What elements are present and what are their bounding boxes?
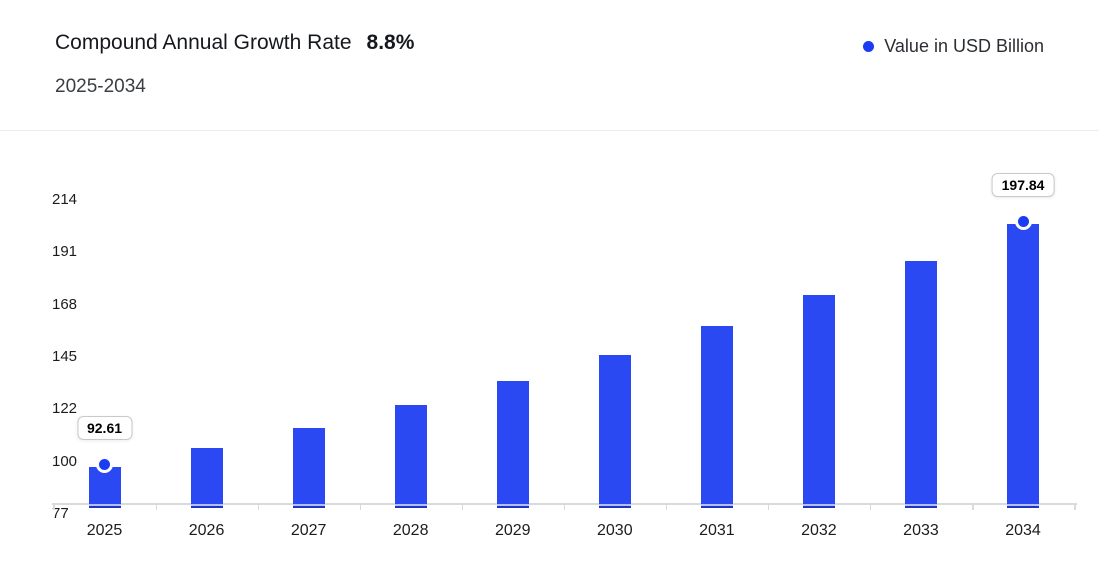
x-axis-tick [563, 503, 566, 510]
bar-base-edge [292, 505, 325, 509]
x-axis-label-2031: 2031 [699, 522, 735, 539]
bar-base-edge [1007, 505, 1040, 509]
bar-base-edge [394, 505, 427, 509]
bar-2034[interactable] [1007, 223, 1040, 509]
x-axis-label-2030: 2030 [597, 522, 633, 539]
y-axis-label-122: 122 [52, 400, 78, 418]
bar-2031[interactable] [700, 325, 733, 509]
plot-area: 214 191 168 145 122 100 77 2025 2026 2027 2028 2029… [0, 130, 1099, 575]
bar-2030[interactable] [598, 354, 631, 509]
x-axis-label-2034: 2034 [1005, 522, 1041, 539]
chart-title: Compound Annual Growth Rate 8.8% [55, 31, 414, 55]
x-axis-tick [1074, 503, 1076, 510]
x-axis-tick [767, 503, 770, 510]
x-axis-tick [53, 503, 55, 510]
legend-item[interactable]: Value in USD Billion [863, 36, 1044, 57]
x-axis-tick [869, 503, 872, 510]
bar-base-edge [700, 505, 733, 509]
bar-bottom-stripe [1007, 503, 1040, 506]
bar-bottom-stripe [496, 503, 529, 506]
bar-2032[interactable] [802, 294, 835, 509]
y-axis-label-168: 168 [52, 295, 78, 313]
bar-bottom-stripe [904, 503, 937, 506]
value-marker-2025[interactable] [96, 456, 113, 474]
bar-2025[interactable] [88, 466, 121, 509]
x-axis-label-2029: 2029 [494, 522, 531, 539]
x-axis-tick [155, 503, 158, 510]
bar-base-edge [190, 505, 223, 509]
chart-title-text: Compound Annual Growth Rate [55, 31, 352, 54]
bar-bottom-stripe [598, 503, 631, 506]
x-axis-tick [461, 503, 464, 510]
x-axis-label-2033: 2033 [903, 522, 939, 539]
x-axis-label-2027: 2027 [290, 522, 327, 539]
header-divider [0, 130, 1099, 131]
legend-label: Value in USD Billion [884, 36, 1044, 56]
bar-bottom-stripe [292, 503, 325, 506]
x-axis-label-2028: 2028 [392, 522, 429, 539]
bar-bottom-stripe [190, 503, 223, 506]
bar-base-edge [904, 505, 937, 509]
value-label-2034: 197.84 [991, 172, 1055, 197]
x-axis-tick [972, 503, 974, 510]
bar-base-edge [598, 505, 631, 509]
chart-subtitle: 2025-2034 [55, 76, 146, 97]
x-axis-label-2026: 2026 [188, 522, 225, 539]
bar-bottom-stripe [802, 503, 835, 506]
legend-dot-icon [863, 41, 875, 52]
y-axis-label-191: 191 [52, 243, 78, 261]
bar-bottom-stripe [394, 503, 427, 506]
y-axis-label-145: 145 [52, 347, 78, 365]
bar-bottom-stripe [700, 503, 733, 506]
y-axis-label-77: 77 [52, 504, 69, 522]
x-axis-tick [359, 503, 362, 510]
value-marker-2034[interactable] [1014, 213, 1032, 231]
y-axis-label-214: 214 [52, 191, 78, 208]
x-axis-label-2032: 2032 [801, 522, 837, 539]
bar-2027[interactable] [292, 427, 325, 509]
x-axis-tick [257, 503, 260, 510]
x-axis-tick [665, 503, 668, 510]
cagr-value: 8.8% [366, 31, 415, 54]
bar-2029[interactable] [496, 380, 529, 509]
bar-base-edge [88, 505, 121, 509]
value-label-2025: 92.61 [76, 415, 133, 440]
x-axis-label-2025: 2025 [86, 522, 123, 539]
bar-base-edge [496, 505, 529, 509]
bar-bottom-stripe [88, 503, 121, 506]
y-axis-label-100: 100 [52, 452, 78, 470]
bar-2028[interactable] [394, 405, 427, 509]
bar-2033[interactable] [904, 260, 937, 509]
bar-base-edge [802, 505, 835, 509]
bar-2026[interactable] [190, 448, 223, 509]
